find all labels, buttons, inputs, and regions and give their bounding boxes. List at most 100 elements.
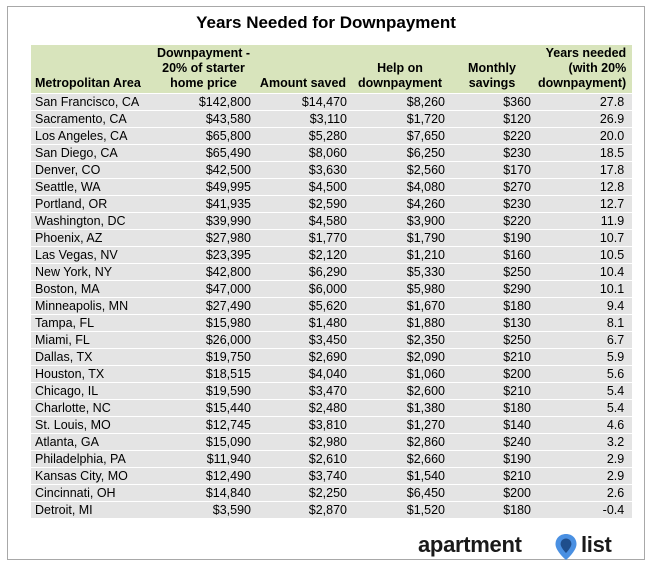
cell-area: Washington, DC xyxy=(31,212,152,230)
cell-monthly: $200 xyxy=(449,484,535,502)
cell-area: Minneapolis, MN xyxy=(31,297,152,315)
column-header-saved: Amount saved xyxy=(255,45,351,94)
cell-saved: $3,740 xyxy=(255,467,351,485)
cell-help: $2,560 xyxy=(351,161,449,179)
cell-years: 5.6 xyxy=(535,365,633,383)
cell-help: $3,900 xyxy=(351,212,449,230)
cell-saved: $2,980 xyxy=(255,433,351,451)
cell-downpayment: $49,995 xyxy=(152,178,255,196)
cell-help: $1,540 xyxy=(351,467,449,485)
table-row: Los Angeles, CA $65,800 $5,280 $7,650 $220 20… xyxy=(31,127,633,145)
cell-years: 12.8 xyxy=(535,178,633,196)
column-header-line: Metropolitan Area xyxy=(35,76,141,90)
logo-word-apartment: apartment xyxy=(418,532,522,557)
cell-downpayment: $3,590 xyxy=(152,501,255,519)
cell-years: -0.4 xyxy=(535,501,633,519)
column-header-line: home price xyxy=(170,76,237,90)
cell-area: Phoenix, AZ xyxy=(31,229,152,247)
cell-monthly: $190 xyxy=(449,450,535,468)
cell-saved: $6,000 xyxy=(255,280,351,298)
table-row: Charlotte, NC $15,440 $2,480 $1,380 $180 5.4 xyxy=(31,399,633,417)
cell-area: Portland, OR xyxy=(31,195,152,213)
cell-help: $1,790 xyxy=(351,229,449,247)
column-header-area: Metropolitan Area xyxy=(31,45,152,94)
cell-monthly: $200 xyxy=(449,365,535,383)
cell-saved: $6,290 xyxy=(255,263,351,281)
cell-saved: $3,450 xyxy=(255,331,351,349)
cell-saved: $2,690 xyxy=(255,348,351,366)
cell-help: $1,880 xyxy=(351,314,449,332)
cell-monthly: $120 xyxy=(449,110,535,128)
cell-years: 10.1 xyxy=(535,280,633,298)
map-pin-icon xyxy=(555,534,577,560)
table-row: Atlanta, GA $15,090 $2,980 $2,860 $240 3.2 xyxy=(31,433,633,451)
cell-saved: $1,770 xyxy=(255,229,351,247)
cell-years: 5.9 xyxy=(535,348,633,366)
table-row: Las Vegas, NV $23,395 $2,120 $1,210 $160 10.5 xyxy=(31,246,633,264)
cell-downpayment: $42,500 xyxy=(152,161,255,179)
cell-saved: $3,110 xyxy=(255,110,351,128)
cell-help: $8,260 xyxy=(351,93,449,111)
cell-area: Dallas, TX xyxy=(31,348,152,366)
cell-saved: $4,500 xyxy=(255,178,351,196)
cell-area: San Francisco, CA xyxy=(31,93,152,111)
cell-help: $4,260 xyxy=(351,195,449,213)
column-header-monthly: Monthly savings xyxy=(449,45,535,94)
cell-saved: $14,470 xyxy=(255,93,351,111)
cell-help: $5,980 xyxy=(351,280,449,298)
table-row: St. Louis, MO $12,745 $3,810 $1,270 $140 4.6 xyxy=(31,416,633,434)
table-row: New York, NY $42,800 $6,290 $5,330 $250 10.4 xyxy=(31,263,633,281)
cell-downpayment: $15,090 xyxy=(152,433,255,451)
table-row: Kansas City, MO $12,490 $3,740 $1,540 $210 2.… xyxy=(31,467,633,485)
cell-help: $2,860 xyxy=(351,433,449,451)
cell-monthly: $180 xyxy=(449,501,535,519)
cell-downpayment: $19,590 xyxy=(152,382,255,400)
cell-years: 2.9 xyxy=(535,450,633,468)
cell-monthly: $360 xyxy=(449,93,535,111)
cell-area: Tampa, FL xyxy=(31,314,152,332)
cell-help: $5,330 xyxy=(351,263,449,281)
cell-help: $1,520 xyxy=(351,501,449,519)
cell-area: Los Angeles, CA xyxy=(31,127,152,145)
cell-help: $2,600 xyxy=(351,382,449,400)
cell-years: 10.4 xyxy=(535,263,633,281)
cell-downpayment: $15,440 xyxy=(152,399,255,417)
cell-downpayment: $142,800 xyxy=(152,93,255,111)
table-row: Philadelphia, PA $11,940 $2,610 $2,660 $190 2… xyxy=(31,450,633,468)
cell-years: 27.8 xyxy=(535,93,633,111)
cell-monthly: $230 xyxy=(449,195,535,213)
column-header-line: downpayment) xyxy=(538,76,627,90)
cell-downpayment: $27,490 xyxy=(152,297,255,315)
table-row: Boston, MA $47,000 $6,000 $5,980 $290 10.1 xyxy=(31,280,633,298)
cell-help: $2,660 xyxy=(351,450,449,468)
cell-help: $1,380 xyxy=(351,399,449,417)
column-header-downpayment: Downpayment -20% of starter home price xyxy=(152,45,255,94)
cell-saved: $5,280 xyxy=(255,127,351,145)
cell-downpayment: $19,750 xyxy=(152,348,255,366)
cell-help: $1,210 xyxy=(351,246,449,264)
table-row: Houston, TX $18,515 $4,040 $1,060 $200 5.6 xyxy=(31,365,633,383)
cell-saved: $8,060 xyxy=(255,144,351,162)
cell-saved: $4,040 xyxy=(255,365,351,383)
cell-area: Atlanta, GA xyxy=(31,433,152,451)
column-header-line: (with 20% xyxy=(568,61,627,75)
column-header-line: Years needed xyxy=(545,46,627,60)
column-header-line: Help on xyxy=(377,61,423,75)
cell-monthly: $140 xyxy=(449,416,535,434)
cell-saved: $3,470 xyxy=(255,382,351,400)
column-header-years: Years needed (with 20% downpayment) xyxy=(535,45,633,94)
cell-monthly: $250 xyxy=(449,263,535,281)
cell-years: 8.1 xyxy=(535,314,633,332)
cell-saved: $1,480 xyxy=(255,314,351,332)
table-row: Chicago, IL $19,590 $3,470 $2,600 $210 5.4 xyxy=(31,382,633,400)
cell-monthly: $170 xyxy=(449,161,535,179)
cell-area: Miami, FL xyxy=(31,331,152,349)
cell-saved: $5,620 xyxy=(255,297,351,315)
cell-area: Kansas City, MO xyxy=(31,467,152,485)
column-header-line: savings xyxy=(468,76,516,90)
cell-area: Detroit, MI xyxy=(31,501,152,519)
cell-saved: $2,870 xyxy=(255,501,351,519)
table-body: San Francisco, CA $142,800 $14,470 $8,260 $3… xyxy=(31,93,633,519)
cell-downpayment: $65,800 xyxy=(152,127,255,145)
column-header-line: Amount saved xyxy=(259,76,347,90)
